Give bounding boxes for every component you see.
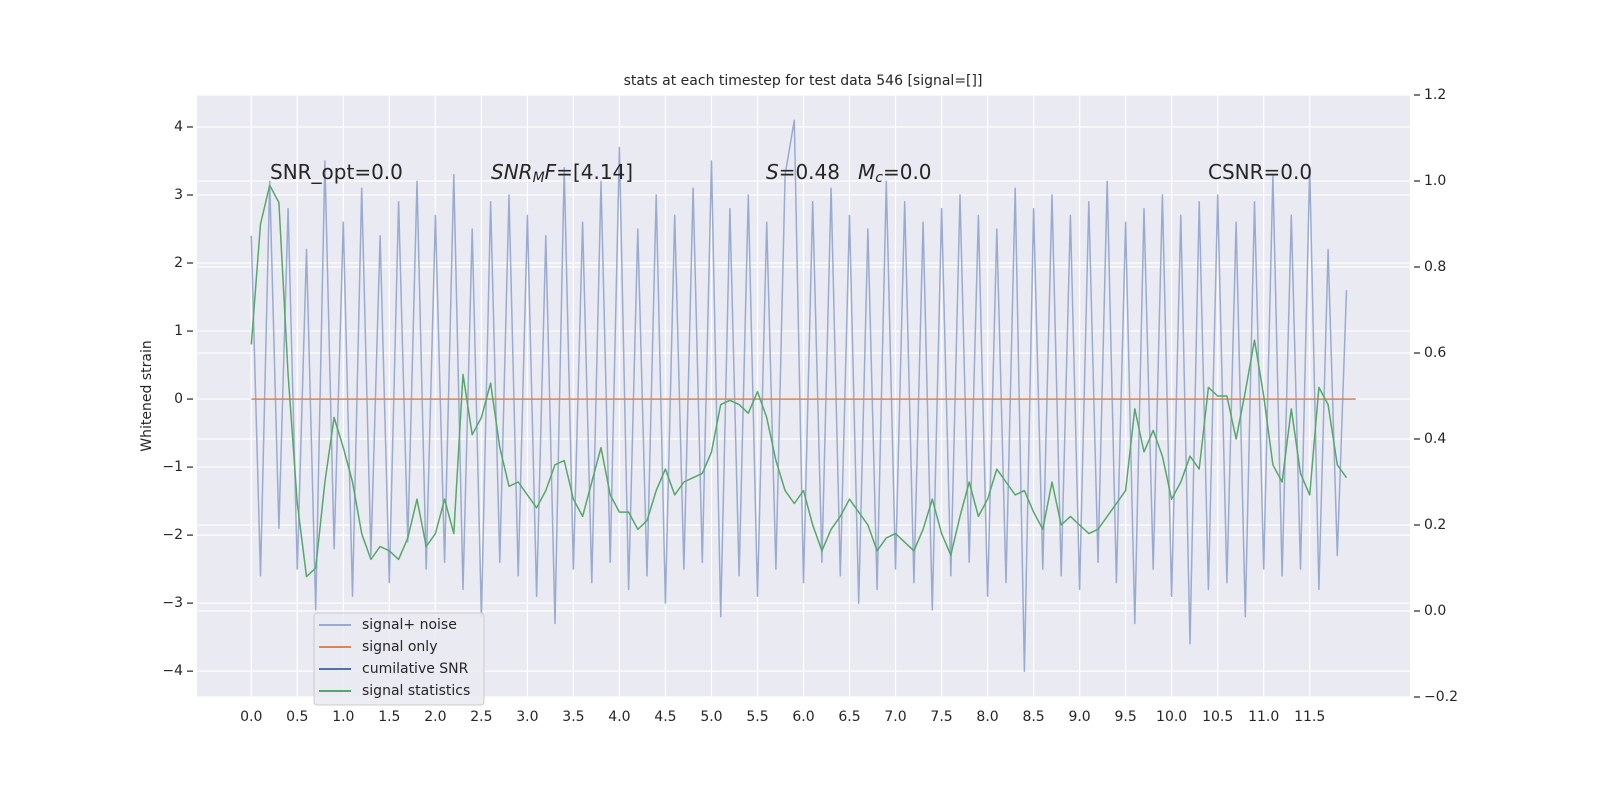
annotation-part: c (875, 170, 883, 186)
annotation: Mc=0.0 (858, 160, 932, 187)
annotation: SNRMF=[4.14] (491, 160, 633, 187)
legend-label: signal only (362, 639, 437, 655)
y-tick-label: −1 (162, 459, 183, 475)
y-tick-label: −3 (162, 595, 183, 611)
annotation-part: =0.0 (883, 160, 932, 184)
y-axis-label: Whitened strain (139, 340, 155, 451)
legend-label: cumilative SNR (362, 661, 469, 677)
x-tick-label: 0.5 (286, 709, 308, 725)
x-tick-label: 2.5 (470, 709, 492, 725)
x-tick-label: 7.0 (884, 709, 906, 725)
y-tick-label: −4 (162, 663, 183, 679)
x-tick-label: 10.5 (1202, 709, 1233, 725)
x-tick-label: 6.5 (838, 709, 860, 725)
annotation-part: F (545, 160, 557, 184)
y-tick-label: 0 (174, 391, 183, 407)
grid (197, 94, 1410, 698)
x-tick-label: 5.0 (700, 709, 722, 725)
annotation-part: S (766, 160, 779, 184)
y2-tick-label: 0.0 (1424, 603, 1446, 619)
x-tick-label: 4.0 (608, 709, 630, 725)
x-tick-label: 5.5 (746, 709, 768, 725)
x-tick-label: 8.0 (976, 709, 998, 725)
x-tick-label: 3.0 (516, 709, 538, 725)
series-line (250, 119, 1348, 672)
x-tick-label: 3.5 (562, 709, 584, 725)
annotation-part: SNR_opt=0.0 (270, 160, 403, 184)
x-tick-label: 1.0 (332, 709, 354, 725)
y-tick-label: 1 (174, 323, 183, 339)
y2-tick-label: 0.4 (1424, 431, 1446, 447)
annotation: SNR_opt=0.0 (270, 160, 403, 184)
x-tick-label: 9.0 (1068, 709, 1090, 725)
y2-tick-label: 0.8 (1424, 259, 1446, 275)
x-tick-label: 4.5 (654, 709, 676, 725)
y2-tick-label: −0.2 (1424, 689, 1458, 705)
annotation: S=0.48 (766, 160, 840, 184)
annotation-part: =[4.14] (556, 160, 633, 184)
y2-tick-label: 0.6 (1424, 345, 1446, 361)
chart-title: stats at each timestep for test data 546… (624, 73, 983, 89)
x-tick-label: 10.0 (1156, 709, 1187, 725)
y2-tick-label: 0.2 (1424, 517, 1446, 533)
y-tick-label: 2 (174, 255, 183, 271)
x-tick-label: 1.5 (378, 709, 400, 725)
x-tick-label: 8.5 (1022, 709, 1044, 725)
annotation: CSNR=0.0 (1208, 160, 1312, 184)
annotation-part: =0.48 (779, 160, 840, 184)
annotation-part: M (533, 170, 545, 186)
legend-label: signal+ noise (362, 617, 457, 633)
x-tick-label: 6.0 (792, 709, 814, 725)
annotation-part: SNR (491, 160, 533, 184)
x-tick-label: 0.0 (240, 709, 262, 725)
series-line (250, 184, 1348, 578)
annotation-part: M (858, 160, 875, 184)
x-tick-label: 2.0 (424, 709, 446, 725)
x-tick-label: 9.5 (1114, 709, 1136, 725)
y2-tick-label: 1.0 (1424, 173, 1446, 189)
marks (250, 119, 1356, 672)
x-tick-label: 11.0 (1248, 709, 1279, 725)
legend-label: signal statistics (362, 683, 470, 699)
y-tick-label: 4 (174, 119, 183, 135)
x-tick-label: 7.5 (930, 709, 952, 725)
x-tick-label: 11.5 (1294, 709, 1325, 725)
y2-tick-label: 1.2 (1424, 87, 1446, 103)
y-tick-label: −2 (162, 527, 183, 543)
y-tick-label: 3 (174, 187, 183, 203)
legend-box (313, 612, 485, 706)
annotation-part: CSNR=0.0 (1208, 160, 1312, 184)
